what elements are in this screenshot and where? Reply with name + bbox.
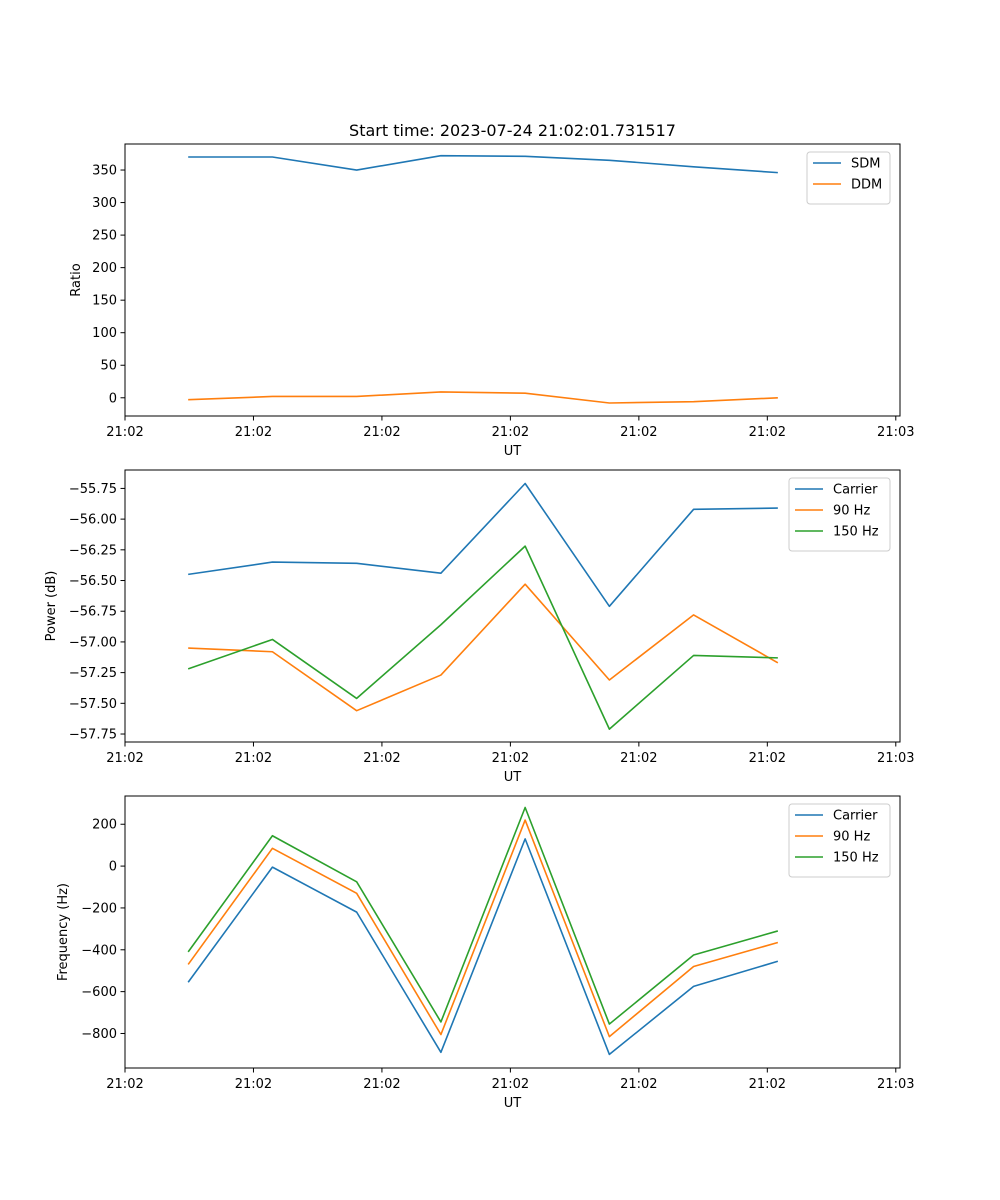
x-tick-label: 21:02 (492, 1077, 529, 1092)
ratio-panel: 21:02 21:02 21:02 21:02 21:02 21:02 21:03 0 50 10… (69, 143, 915, 459)
series-line-carrier (187, 838, 779, 1056)
y-tick-label: −56.50 (69, 574, 117, 589)
legend-label: 150 Hz (833, 525, 879, 540)
y-tick-label: −200 (81, 901, 117, 916)
y-tick-label: −57.00 (69, 635, 117, 650)
y-tick-label: 300 (92, 196, 117, 211)
legend-label: Carrier (833, 483, 878, 498)
y-tick-label: −56.25 (69, 543, 117, 558)
legend-box (788, 803, 891, 878)
y-axis-label: Ratio (69, 263, 84, 296)
x-tick-label: 21:03 (877, 1077, 914, 1092)
y-axis-label: Frequency (Hz) (56, 883, 71, 981)
x-tick-label: 21:02 (620, 751, 657, 766)
series-line-150-hz (187, 806, 779, 1025)
y-tick-label: −57.75 (69, 728, 117, 743)
series-line-ddm (188, 391, 778, 404)
legend: Carrier 90 Hz 150 Hz (788, 803, 891, 878)
x-tick-label: 21:02 (363, 425, 400, 440)
y-tick-label: 0 (109, 391, 117, 406)
axes-frame (124, 795, 901, 1069)
y-tick-label: −800 (81, 1027, 117, 1042)
series-line-sdm (188, 154, 778, 174)
x-tick-label: 21:02 (749, 425, 786, 440)
x-axis-label: UT (504, 444, 522, 459)
y-tick-label: −55.75 (69, 482, 117, 497)
x-tick-label: 21:02 (620, 425, 657, 440)
y-tick-label: 200 (92, 261, 117, 276)
power-panel: 21:02 21:02 21:02 21:02 21:02 21:02 21:03 −55.7… (44, 469, 915, 785)
frequency-panel: 21:02 21:02 21:02 21:02 21:02 21:02 21:03 200 0 −… (56, 795, 915, 1111)
y-tick-label: 0 (109, 860, 117, 875)
x-tick-label: 21:02 (749, 751, 786, 766)
axes-frame (124, 469, 901, 743)
legend-label: SDM (851, 157, 880, 172)
legend-label: 90 Hz (833, 504, 870, 519)
y-axis-label: Power (dB) (44, 571, 59, 642)
y-tick-label: 50 (100, 359, 117, 374)
x-tick-label: 21:02 (363, 1077, 400, 1092)
legend-label: 150 Hz (833, 851, 879, 866)
x-tick-label: 21:02 (235, 751, 272, 766)
axes-frame (124, 143, 901, 417)
y-tick-label: 200 (92, 818, 117, 833)
x-axis-label: UT (504, 1096, 522, 1111)
x-tick-label: 21:03 (877, 425, 914, 440)
series-line-150-hz (187, 545, 778, 730)
x-tick-label: 21:02 (106, 1077, 143, 1092)
y-tick-label: −57.50 (69, 697, 117, 712)
y-tick-label: −57.25 (69, 666, 117, 681)
x-tick-label: 21:02 (106, 425, 143, 440)
x-axis-label: UT (504, 770, 522, 785)
legend: Carrier 90 Hz 150 Hz (788, 477, 891, 552)
x-tick-label: 21:02 (492, 751, 529, 766)
y-tick-label: 100 (92, 326, 117, 341)
y-tick-label: −56.75 (69, 605, 117, 620)
y-tick-label: 150 (92, 294, 117, 309)
legend: SDM DDM (806, 151, 891, 205)
series-line-90-hz (187, 819, 779, 1038)
x-tick-label: 21:02 (492, 425, 529, 440)
x-tick-label: 21:02 (106, 751, 143, 766)
y-tick-label: 350 (92, 164, 117, 179)
series-line-90-hz (188, 583, 779, 712)
x-tick-label: 21:02 (749, 1077, 786, 1092)
legend-label: Carrier (833, 809, 878, 824)
x-tick-label: 21:02 (235, 425, 272, 440)
x-tick-label: 21:02 (235, 1077, 272, 1092)
y-tick-label: −400 (81, 943, 117, 958)
x-tick-label: 21:03 (877, 751, 914, 766)
x-tick-label: 21:02 (363, 751, 400, 766)
legend-label: 90 Hz (833, 830, 870, 845)
legend-box (788, 477, 891, 552)
legend-box (806, 151, 891, 205)
x-tick-label: 21:02 (620, 1077, 657, 1092)
legend-label: DDM (851, 178, 882, 193)
y-tick-label: −600 (81, 985, 117, 1000)
series-line-carrier (188, 482, 778, 608)
y-tick-label: 250 (92, 229, 117, 244)
figure-title: Start time: 2023-07-24 21:02:01.731517 (349, 121, 676, 140)
y-tick-label: −56.00 (69, 513, 117, 528)
